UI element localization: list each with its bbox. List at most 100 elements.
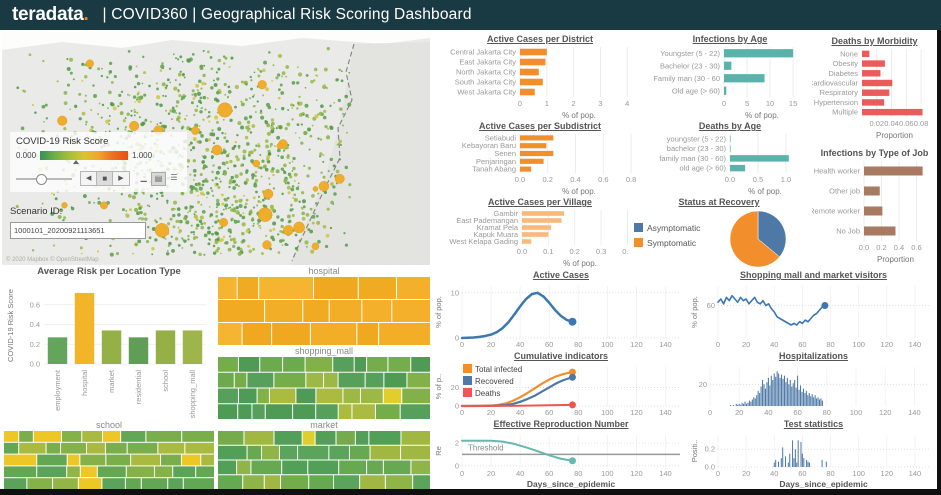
school-treemap[interactable]	[4, 431, 214, 489]
svg-text:100: 100	[601, 408, 614, 417]
svg-text:1.0: 1.0	[781, 175, 791, 184]
panel-treemap-market[interactable]: market	[218, 420, 430, 489]
panel-effective-reproduction-number[interactable]: Effective Reproduction Number 0 20 40 60 80 10…	[434, 419, 688, 489]
average-risk-per-location-type-chart[interactable]: 0.0 0.2 0.4 0.6 COVID-19 Risk Score employmen…	[4, 277, 214, 418]
infections-by-age-chart[interactable]: 0 5 10 15 Youngster (5 - 22) Bachelor (23 - 3…	[650, 45, 810, 120]
chart-title: Deaths by Age	[698, 121, 762, 131]
chart-title: Hospitalizations	[778, 351, 848, 361]
panel-active-cases-per-village[interactable]: Active Cases per Village 0.0 0.1 0.2 0.3 0.4 G…	[432, 197, 648, 268]
svg-text:0: 0	[708, 408, 712, 417]
svg-text:20: 20	[487, 408, 495, 417]
status-at-recovery-pie[interactable]: Asymptomatic Symptomatic	[628, 208, 810, 268]
svg-text:family man (30 - 60): family man (30 - 60)	[659, 154, 726, 163]
panel-average-risk-per-location-type[interactable]: Average Risk per Location Type 0.0 0.2 0.4 0…	[4, 266, 214, 418]
active-cases-line-chart[interactable]: 0 20 40 60 80 100 120 140 0 10 % of pop.	[434, 281, 688, 350]
speed-fast-button[interactable]: ☰	[170, 172, 178, 182]
panel-test-statistics[interactable]: Test statistics 0 20 40 60 80 100 120 140 0.0 0.2 P…	[690, 419, 937, 489]
scenario-id-input[interactable]	[10, 222, 146, 239]
svg-text:0.0: 0.0	[515, 175, 525, 184]
active-cases-per-district-chart[interactable]: 0 1 2 3 4 Central Jakarta City East Jakarta Ci…	[432, 45, 648, 120]
cumulative-indicators-chart[interactable]: 0 20 40 60 80 100 120 140 0 20 % of p.. Total infec…	[434, 362, 688, 418]
panel-active-cases-per-district[interactable]: Active Cases per District 0 1 2 3 4 Central Ja…	[432, 34, 648, 120]
step-back-button[interactable]: ◀	[86, 175, 92, 182]
panel-active-cases[interactable]: Active Cases 0 20 40 60 80 100 120 140 0 10 % of po…	[434, 270, 688, 350]
chart-title: Infections by Age	[692, 34, 768, 44]
scenario-id-block: Scenario ID:	[10, 206, 146, 239]
logo-dot-icon: .	[83, 4, 89, 25]
treemap-title: school	[95, 420, 122, 430]
playback-controls: ◀ ■ ▶ ▁ ▤ ☰	[16, 171, 181, 186]
map-attribution: © 2020 Mapbox © OpenStreetMap	[6, 257, 99, 263]
slider-knob-icon[interactable]	[35, 173, 47, 185]
svg-text:10: 10	[766, 99, 774, 108]
step-forward-button[interactable]: ▶	[118, 175, 124, 182]
chart-title: Active Cases per District	[486, 34, 594, 44]
panel-active-cases-per-subdistrict[interactable]: Active Cases per Subdistrict 0.0 0.2 0.4 0.6…	[432, 121, 648, 196]
svg-text:140: 140	[659, 469, 672, 478]
market-treemap[interactable]	[218, 431, 430, 489]
svg-text:0.5: 0.5	[753, 175, 763, 184]
active-cases-per-subdistrict-chart[interactable]: 0.0 0.2 0.4 0.6 0.8 Setiabudi Kebayoran Baru Se…	[432, 132, 648, 196]
svg-text:Proportion: Proportion	[876, 131, 913, 140]
panel-shopping-mall-visitors[interactable]: Shopping mall and market visitors 0 20 40 60…	[690, 270, 937, 350]
panel-status-at-recovery[interactable]: Status at Recovery Asymptomatic Symptomati…	[628, 197, 810, 268]
visitors-line-chart[interactable]: 0 20 40 60 80 100 120 140 60 % of pop.	[690, 281, 937, 350]
hospital-treemap[interactable]	[218, 277, 430, 345]
svg-text:60: 60	[798, 469, 806, 478]
svg-text:hospital: hospital	[80, 370, 89, 396]
svg-text:Other job: Other job	[829, 187, 860, 196]
panel-deaths-by-morbidity[interactable]: Deaths by Morbidity 0.02 0.04 0.06 0.08 None O…	[812, 36, 937, 140]
treemap-title: hospital	[308, 266, 340, 276]
deaths-by-age-chart[interactable]: 0.0 0.5 1.0 youngster (5 - 22) bachelor (23 …	[650, 132, 810, 196]
stop-button[interactable]: ■	[96, 172, 114, 185]
panel-cumulative-indicators[interactable]: Cumulative indicators 0 20 40 60 80 100 120 140 0…	[434, 351, 688, 418]
speed-slow-button[interactable]: ▁	[140, 172, 147, 182]
svg-text:0: 0	[460, 340, 464, 349]
svg-text:0: 0	[518, 99, 522, 108]
shopping-mall-treemap[interactable]	[218, 357, 430, 419]
svg-text:60: 60	[545, 469, 553, 478]
panel-treemap-shopping-mall[interactable]: shopping_mall	[218, 346, 430, 419]
svg-text:Health worker: Health worker	[814, 167, 861, 176]
svg-text:120: 120	[630, 469, 643, 478]
svg-text:20: 20	[742, 340, 750, 349]
svg-text:0.1: 0.1	[543, 247, 553, 256]
svg-text:20: 20	[699, 380, 707, 389]
panel-deaths-by-age[interactable]: Deaths by Age 0.0 0.5 1.0 youngster (5 - 22)…	[650, 121, 810, 196]
svg-text:80: 80	[574, 469, 582, 478]
svg-text:% of pop.: % of pop.	[745, 111, 779, 120]
effective-reproduction-number-chart[interactable]: 0 20 40 60 80 100 120 140 0 2 Re Days_since_epidemi…	[434, 430, 688, 489]
svg-text:Tanah Abang: Tanah Abang	[472, 165, 516, 174]
svg-text:% of pop.: % of pop.	[748, 187, 782, 196]
svg-text:0.6: 0.6	[30, 300, 40, 309]
infections-by-type-of-job-chart[interactable]: 0.0 0.2 0.4 0.6 Health worker Other job Remote…	[812, 159, 937, 264]
treemap-title: shopping_mall	[294, 346, 354, 356]
svg-text:Days_since_epidemic: Days_since_epidemic	[779, 479, 868, 489]
svg-text:% of pop.: % of pop.	[563, 259, 597, 268]
chart-title: Effective Reproduction Number	[493, 419, 629, 429]
panel-treemap-hospital[interactable]: hospital	[218, 266, 430, 345]
panel-hospitalizations[interactable]: Hospitalizations 0 20 40 60 80 100 120 140 20	[690, 351, 937, 418]
svg-text:60: 60	[545, 340, 553, 349]
speed-medium-button[interactable]: ▤	[150, 171, 167, 186]
risk-map-panel[interactable]: COVID-19 Risk Score 0.000 1.000 ◀ ■ ▶ ▁ …	[2, 32, 430, 265]
app-header: teradata. | COVID360 | Geographical Risk…	[0, 0, 941, 30]
test-statistics-bar-chart[interactable]: 0 20 40 60 80 100 120 140 0.0 0.2 Positi.. Days_sin…	[690, 430, 937, 489]
svg-text:residential: residential	[134, 370, 143, 405]
svg-text:market: market	[107, 369, 116, 393]
svg-text:West Kelapa Gading: West Kelapa Gading	[449, 237, 518, 246]
deaths-by-morbidity-chart[interactable]: 0.02 0.04 0.06 0.08 None Obesity Diabetes Cardi…	[812, 47, 937, 140]
panel-infections-by-type-of-job[interactable]: Infections by Type of Job 0.0 0.2 0.4 0.6 Hea…	[812, 148, 937, 264]
svg-text:120: 120	[881, 340, 894, 349]
svg-text:Old age (> 60): Old age (> 60)	[672, 86, 721, 95]
svg-text:Setiabudi: Setiabudi	[485, 133, 517, 142]
chart-title: Active Cases	[532, 270, 590, 280]
hospitalizations-bar-chart[interactable]: 0 20 40 60 80 100 120 140 20	[690, 362, 937, 418]
svg-text:120: 120	[630, 408, 643, 417]
time-slider[interactable]	[16, 173, 72, 185]
panel-treemap-school[interactable]: school	[4, 420, 214, 489]
svg-text:120: 120	[630, 340, 643, 349]
legend-title: COVID-19 Risk Score	[16, 136, 109, 147]
panel-infections-by-age[interactable]: Infections by Age 0 5 10 15 Youngster (5 - 22…	[650, 34, 810, 120]
